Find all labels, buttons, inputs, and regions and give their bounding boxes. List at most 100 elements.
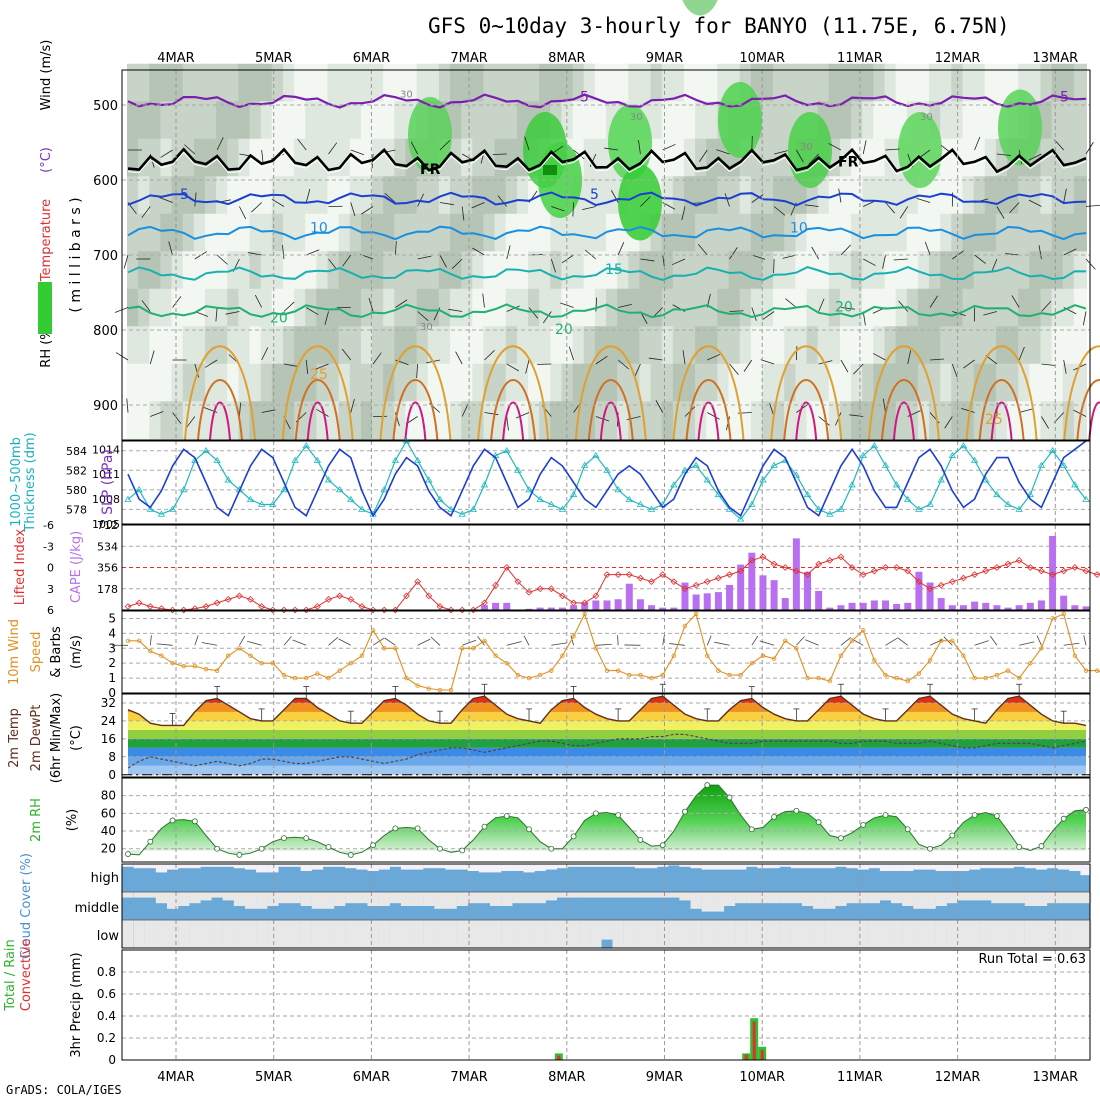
date-label-top: 8MAR [548,51,585,66]
rh-cell [349,251,363,290]
rh-cell [728,213,742,252]
cloud-ylabel: Cloud Cover (%) [19,853,34,959]
rh-cell [260,288,274,327]
cloud-clear-cell [267,920,279,948]
wind-speed-point [794,646,799,651]
rh-cell [461,326,475,365]
rh-point [860,821,867,828]
rh-point [615,812,622,819]
wind-speed-point [426,686,431,691]
rh-cell [583,363,597,402]
li-point [748,557,756,564]
date-label-top: 4MAR [157,51,194,66]
thickness-point [826,510,834,517]
rh-cell [973,63,987,102]
thickness-point [870,442,879,449]
wind-speed-point [749,660,755,666]
temp-band [128,711,1086,721]
rh-cell [494,326,508,365]
rh-cell [394,251,408,290]
pressure-tick-label: 800 [93,324,118,339]
rh-cell [750,401,764,440]
li-tick-label: -6 [43,519,54,532]
thickness-point [803,490,812,498]
cloud-clear-cell [512,920,524,948]
rh-cell [494,363,508,402]
wind-barb [506,363,520,372]
rh-cell [127,101,141,140]
wind-barb [561,254,574,264]
cape-bar [748,552,756,610]
wind-speed-point [816,675,821,681]
cloud-clear-cell [969,892,981,901]
thickness-point [692,461,700,468]
rh-cell [884,326,898,365]
cloud-clear-cell [601,892,613,898]
isotherm-35c [990,401,1013,441]
wind-barb [316,408,329,417]
cape-bar [692,594,700,610]
wind-speed-point [448,687,454,693]
rh-cell [806,326,820,365]
cloud-clear-cell [679,920,691,948]
wind-barb [1063,188,1067,203]
thickness-point [625,495,633,502]
cape-bar [558,607,566,610]
rh-cell [817,326,831,365]
li-point [425,592,433,600]
wind-barb-10m [617,635,619,646]
cloud-clear-cell [913,892,925,909]
cape-bar [971,601,979,610]
rh-cell [539,363,553,402]
wind-barb-10m [372,637,385,646]
wind-speed-point [760,653,766,658]
li-point [492,581,499,589]
cloud-clear-cell [757,920,769,948]
cloud-clear-cell [768,920,780,948]
cloud-clear-cell [501,920,513,948]
thickness-point [703,476,711,483]
cloud-clear-cell [712,892,725,912]
cloud-clear-cell [857,920,869,948]
isotherm-25c [477,345,550,441]
wind-barb [681,206,686,221]
thickness-point [347,495,355,502]
cape-bar [904,602,912,610]
rh-moist-patch [898,112,942,188]
cloud-clear-cell [957,920,970,948]
wind-speed-point [181,663,186,669]
wind-barb [872,353,886,361]
li-point [1026,564,1034,571]
wind-barb [818,298,825,312]
wind-barb [818,360,833,365]
isotherm-line-fr-inner [127,151,1087,176]
isotherm-35c [209,401,231,441]
rh-cell [438,363,453,402]
cloud-clear-cell [891,920,903,948]
cloud-clear-cell [801,920,814,948]
rh-cell [1040,288,1054,327]
rh-cell [216,63,230,102]
contour-label: 20 [270,311,288,327]
wind-barb [172,296,182,308]
rh-point [325,844,332,850]
thickness-point [157,510,166,517]
rh-cell [706,138,720,177]
wind-barb [996,206,1005,219]
li-point [937,581,945,589]
wind-barb [751,307,757,321]
wind-barb [168,241,173,256]
cape-tick-label: 712 [97,519,118,532]
rh-cell [1007,326,1021,365]
rh-cell [360,326,375,365]
cloud-clear-cell [623,892,635,898]
wind-speed-point [593,646,599,651]
cape-bar [870,600,878,610]
rh-cell [249,363,263,402]
wind-barb [974,254,986,264]
wind-barb [996,153,1011,156]
thickness-point [1037,461,1046,468]
rh-point [1038,843,1045,849]
wind-barb-10m [1036,635,1042,646]
rh-point [748,826,755,833]
